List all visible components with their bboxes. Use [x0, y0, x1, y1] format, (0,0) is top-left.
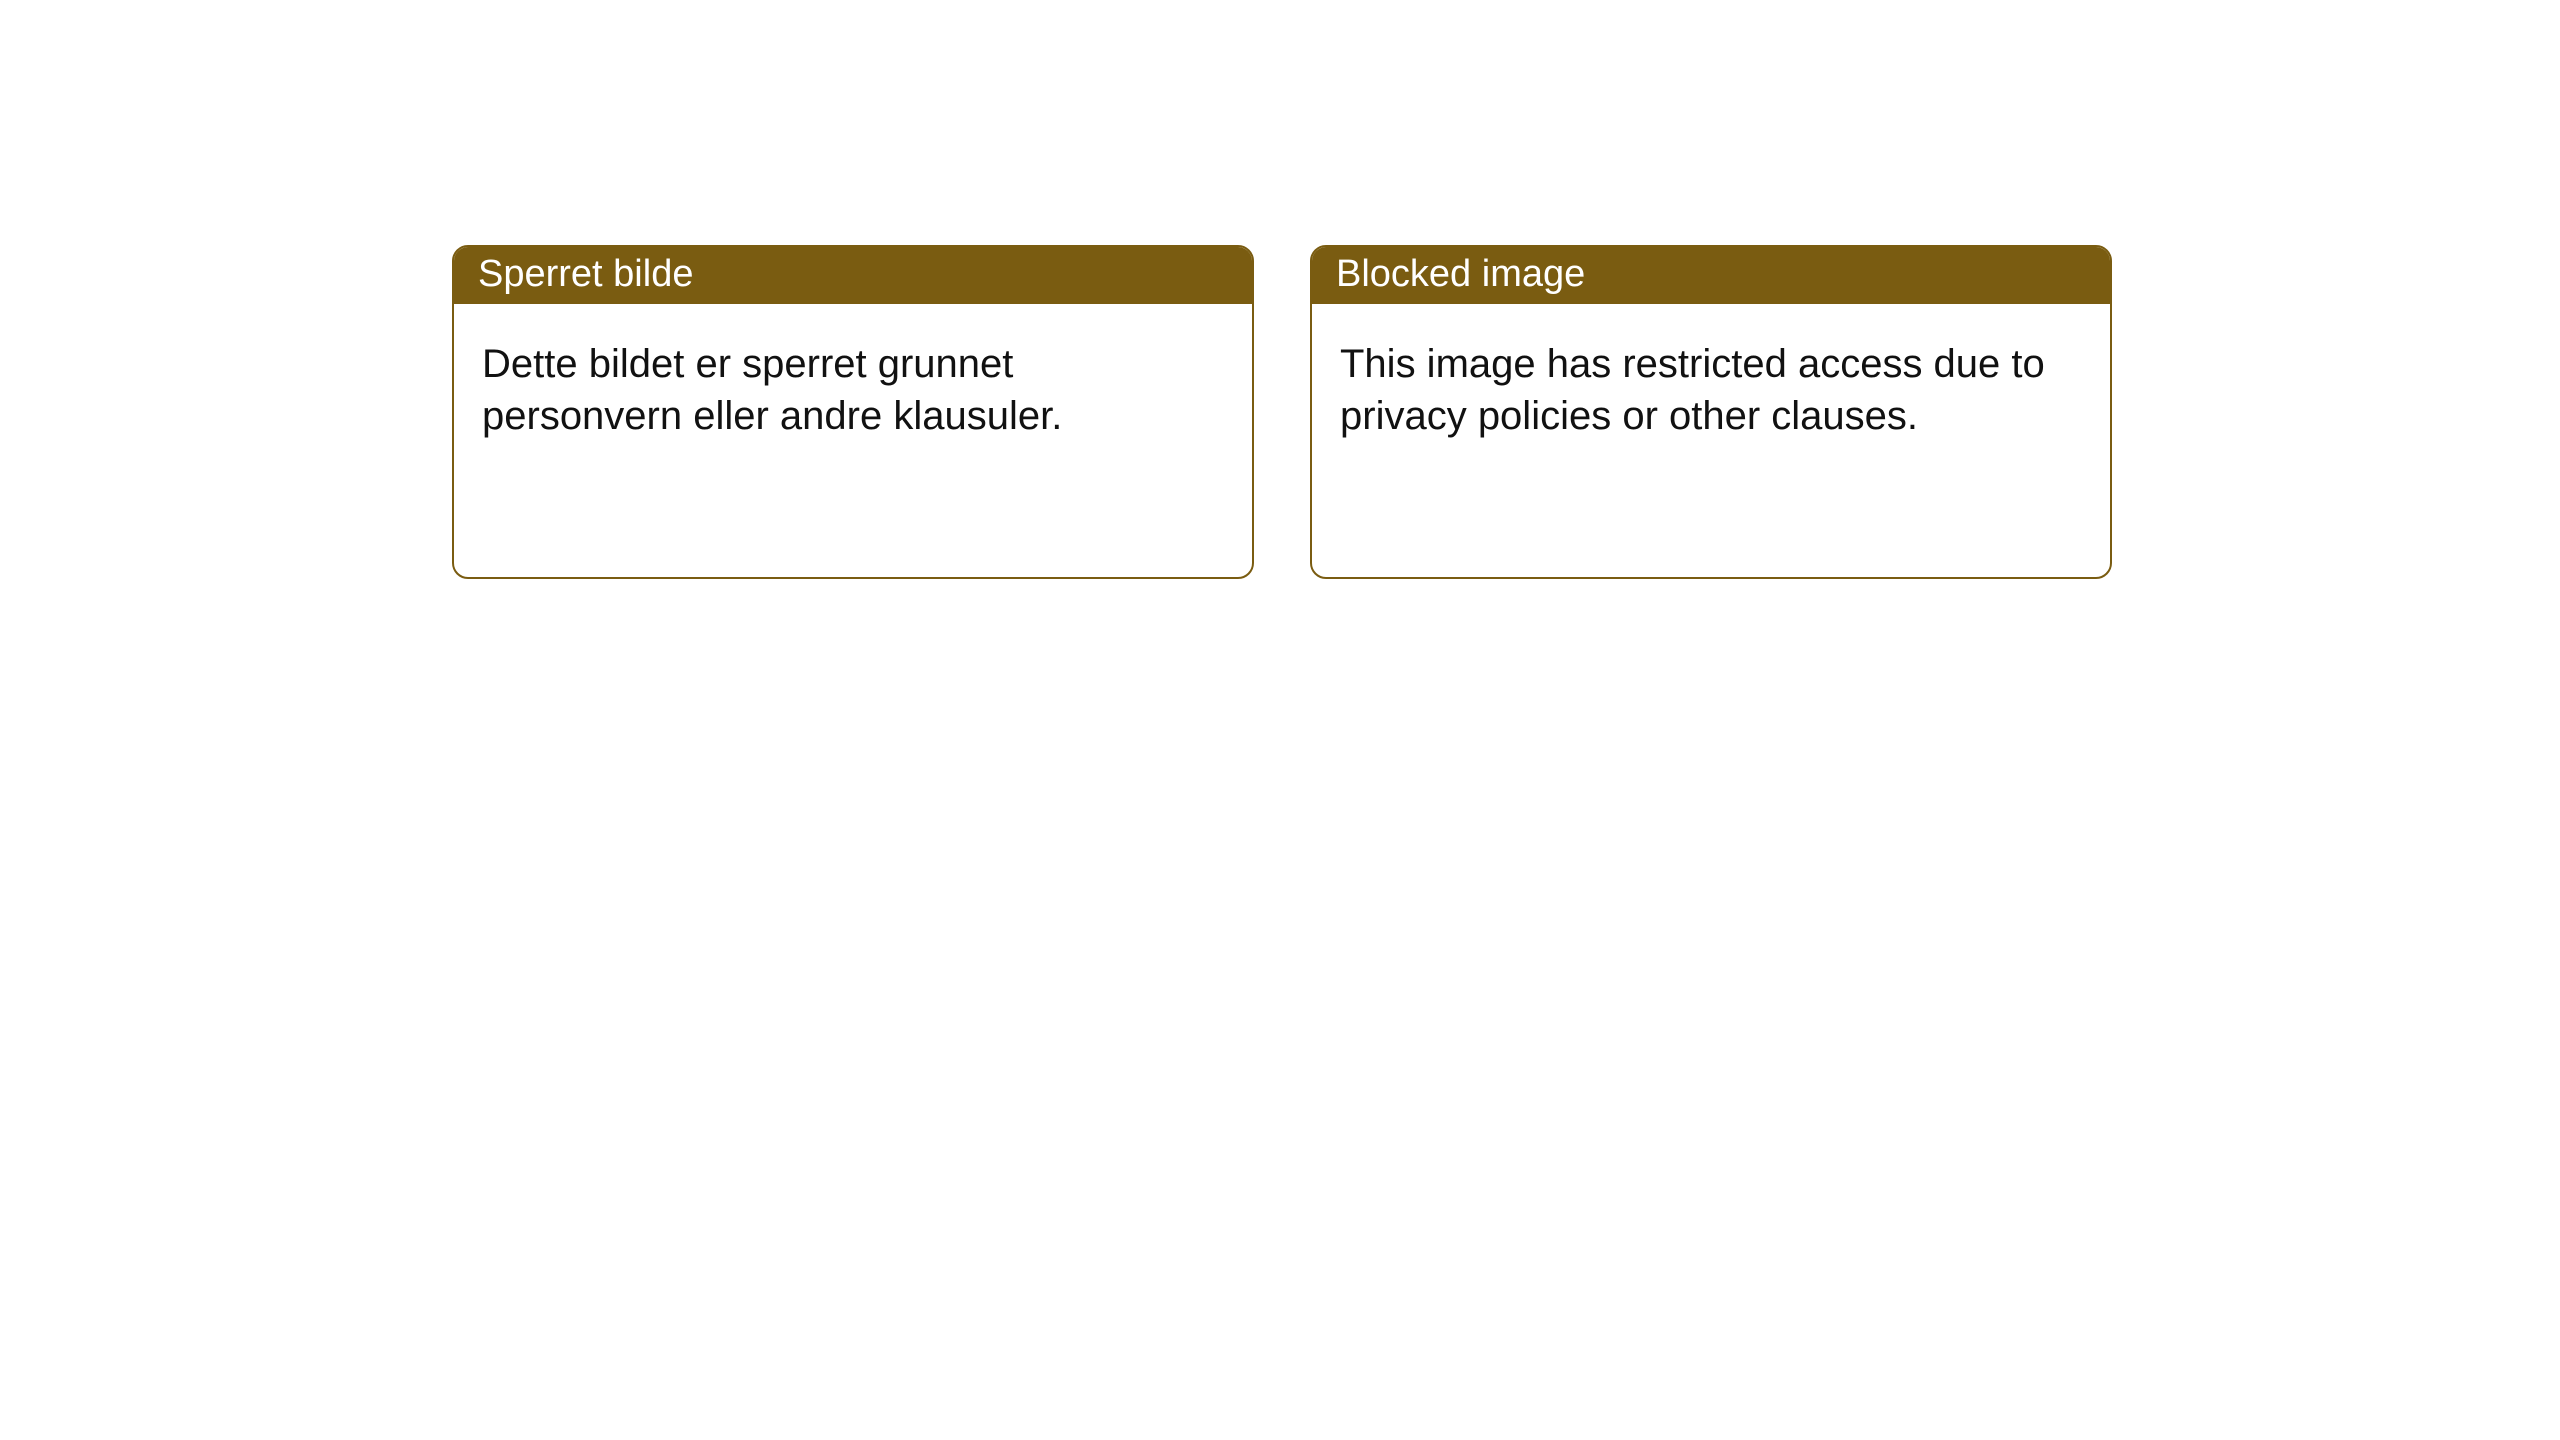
notice-box-norwegian: Sperret bilde Dette bildet er sperret gr…: [452, 245, 1254, 579]
notice-header: Sperret bilde: [454, 247, 1252, 304]
notice-header: Blocked image: [1312, 247, 2110, 304]
notice-container: Sperret bilde Dette bildet er sperret gr…: [0, 0, 2560, 579]
notice-body: This image has restricted access due to …: [1312, 304, 2110, 470]
notice-body: Dette bildet er sperret grunnet personve…: [454, 304, 1252, 470]
notice-box-english: Blocked image This image has restricted …: [1310, 245, 2112, 579]
